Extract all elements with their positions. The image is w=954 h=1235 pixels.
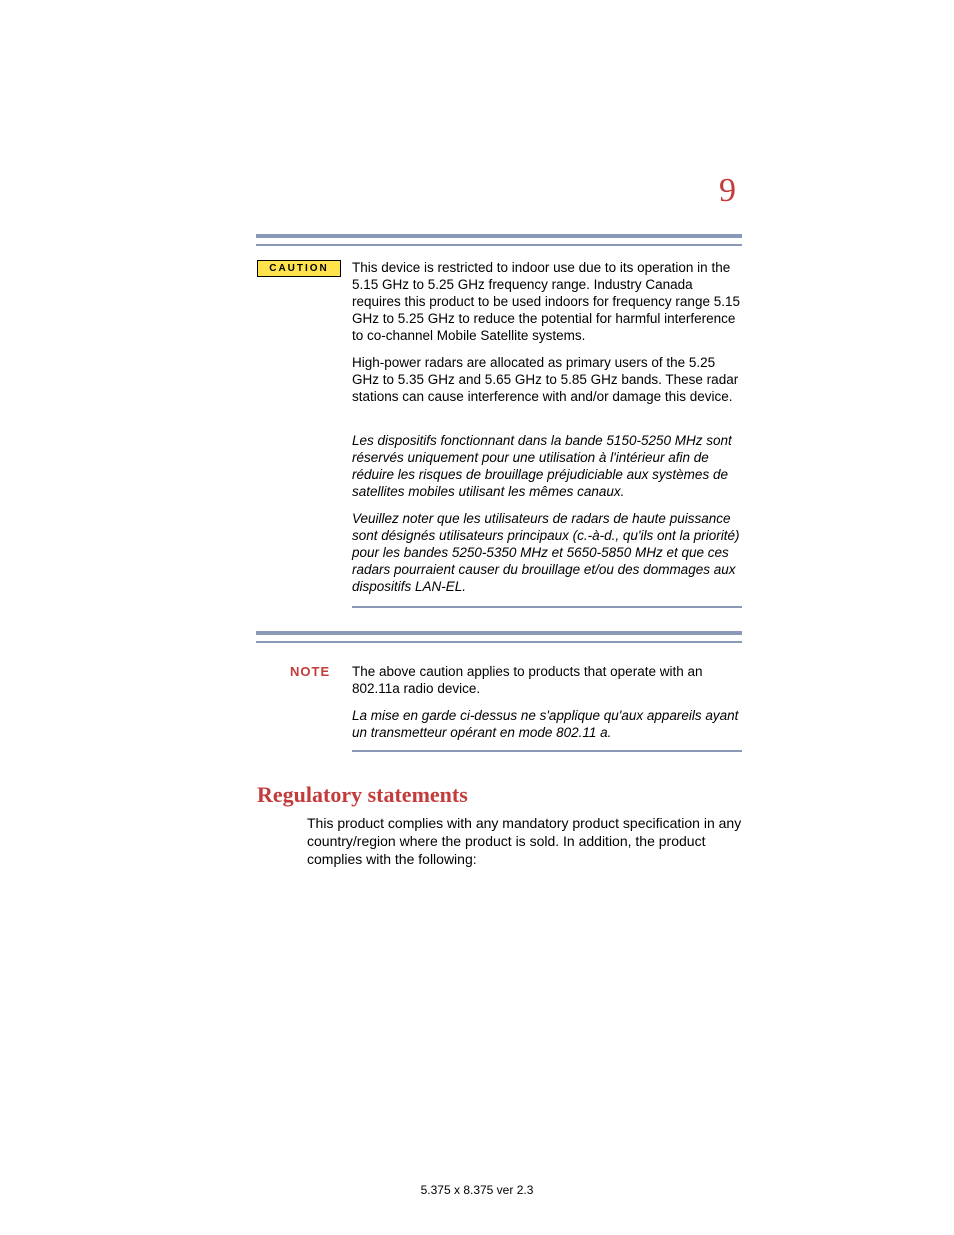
caution-paragraph-1: This device is restricted to indoor use …	[352, 259, 744, 344]
divider-inner-note-end	[352, 750, 742, 752]
document-page: 9 CAUTION This device is restricted to i…	[0, 0, 954, 1235]
divider-thick-note	[256, 631, 742, 635]
divider-thin-top	[256, 244, 742, 246]
page-number: 9	[719, 172, 736, 210]
page-footer: 5.375 x 8.375 ver 2.3	[0, 1183, 954, 1197]
divider-inner-caution-end	[352, 606, 742, 608]
caution-paragraph-4-fr: Veuillez noter que les utilisateurs de r…	[352, 510, 744, 595]
divider-thick-top	[256, 234, 742, 238]
note-label: NOTE	[290, 664, 330, 679]
caution-paragraph-2: High-power radars are allocated as prima…	[352, 354, 744, 405]
section-heading-regulatory: Regulatory statements	[257, 782, 468, 808]
note-paragraph-2-fr: La mise en garde ci-dessus ne s'applique…	[352, 707, 744, 741]
caution-paragraph-3-fr: Les dispositifs fonctionnant dans la ban…	[352, 432, 744, 500]
note-paragraph-1: The above caution applies to products th…	[352, 663, 744, 697]
divider-thin-note	[256, 641, 742, 643]
caution-badge: CAUTION	[257, 260, 341, 277]
regulatory-body-paragraph: This product complies with any mandatory…	[307, 814, 745, 868]
